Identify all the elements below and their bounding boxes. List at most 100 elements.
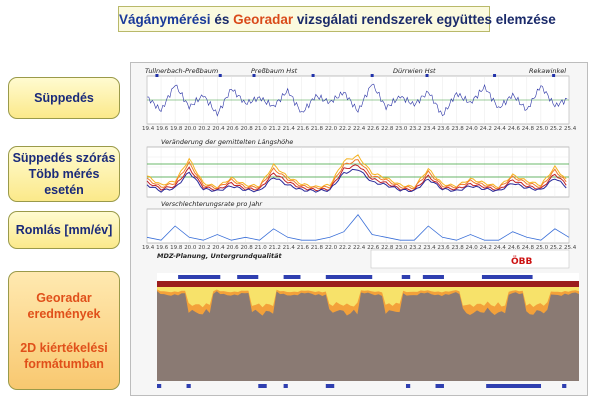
label-suppedes: Süppedés [8,77,120,119]
chart1-tick-label: 24.2 [480,126,492,132]
station-label: Tullnerbach-Preßbaum [145,67,218,75]
chart3-tick-label: 25.4 [564,245,577,251]
label-georadar: Georadar eredmények 2D kiértékelési form… [8,271,120,390]
gpr-top-marker [325,275,373,279]
gpr-yellow-layer [157,287,579,308]
chart1-tick-label: 25.0 [536,126,549,132]
chart1-tick-label: 19.6 [156,126,169,132]
gpr-title: MDZ-Planung, Untergrundqualität [157,252,282,260]
chart1-tick-label: 20.6 [226,126,239,132]
chart1-plot [147,83,568,117]
chart1-tick-label: 25.2 [550,126,562,132]
chart3-plot [146,214,570,241]
gpr-red-band [157,281,579,287]
station-label: Preßbaum Hst [251,67,298,75]
chart1-tick-label: 21.4 [283,126,296,132]
chart1-tick-label: 25.4 [564,126,577,132]
chart1-tick-label: 21.8 [311,126,324,132]
gpr-bottom-marker [562,384,567,388]
chart1-marker [155,74,159,77]
chart1-tick-label: 24.4 [494,126,507,132]
chart1-tick-label: 24.8 [522,126,535,132]
chart1-tick-label: 23.2 [409,126,421,132]
chart3-tick-label: 21.4 [283,245,296,251]
chart3-tick-label: 22.4 [353,245,366,251]
chart3-tick-label: 24.0 [466,245,479,251]
chart3-tick-label: 22.6 [367,245,380,251]
chart1-tick-label: 24.0 [466,126,479,132]
chart3-tick-label: 24.2 [480,245,492,251]
chart3-tick-label: 24.6 [508,245,521,251]
chart1-tick-label: 22.6 [367,126,380,132]
chart3-tick-label: 23.8 [451,245,464,251]
label-suppedes-szoras: Süppedés szórás Több mérés esetén [8,146,120,202]
chart1-marker [252,74,256,77]
chart3-tick-label: 20.8 [240,245,253,251]
chart1-tick-label: 22.8 [381,126,394,132]
gpr-bottom-marker [157,384,162,388]
chart3-tick-label: 25.0 [536,245,549,251]
gpr-top-marker [422,275,444,279]
chart3-tick-label: 24.4 [494,245,507,251]
chart-panel-svg: Tullnerbach-Preßbaum Preßbaum Hst Dürrwi… [142,67,579,388]
chart1-tick-label: 23.8 [451,126,464,132]
chart1-tick-label: 19.4 [142,126,155,132]
label-romlas: Romlás [mm/év] [8,211,120,249]
chart1-marker [493,74,497,77]
chart1-marker [218,74,222,77]
chart3-tick-label: 23.4 [423,245,436,251]
chart3-tick-label: 22.0 [325,245,338,251]
chart3-series-line [146,214,570,241]
gpr-bottom-marker [405,384,411,388]
chart1-marker [425,74,429,77]
gpr-bottom-markers [157,384,567,388]
chart3-tick-label: 23.6 [437,245,450,251]
chart3-tick-label: 20.2 [198,245,210,251]
chart3-tick-label: 20.0 [184,245,197,251]
chart3-tick-label: 21.8 [311,245,324,251]
chart1-tick-label: 20.2 [198,126,210,132]
chart2-series-line [146,154,567,189]
chart3-tick-label: 21.6 [297,245,310,251]
chart1-marker [552,74,556,77]
chart1-x-ticks: 19.4 19.6 19.8 20.0 20.2 20.4 20.6 20.8 21.0 21.2… [142,126,577,132]
gpr-bottom-marker [486,384,542,388]
gpr-top-marker [178,275,221,279]
chart3-tick-label: 20.6 [226,245,239,251]
chart1-tick-label: 23.0 [395,126,408,132]
chart1-marker [370,74,374,77]
chart3-tick-label: 19.8 [170,245,183,251]
chart1-tick-label: 24.6 [508,126,521,132]
chart1-tick-label: 20.4 [212,126,225,132]
chart3-tick-label: 22.8 [381,245,394,251]
chart1-tick-label: 19.8 [170,126,183,132]
chart3-tick-label: 19.6 [156,245,169,251]
chart2-plot [146,154,567,193]
chart2-grid [146,147,570,197]
chart1-tick-label: 21.0 [255,126,268,132]
station-label: Rekawinkel [529,67,566,75]
chart-panel: Tullnerbach-Preßbaum Preßbaum Hst Dürrwi… [130,62,588,396]
gpr-top-marker [401,275,411,279]
gpr-bottom-marker [283,384,288,388]
gpr-bottom-marker [258,384,267,388]
chart1-tick-label: 22.2 [339,126,351,132]
chart3-tick-label: 24.8 [522,245,535,251]
chart2-series-line [146,168,567,193]
chart3-title: Verschlechterungsrate pro Jahr [161,200,263,208]
chart1-tick-label: 22.0 [325,126,338,132]
gpr-bottom-marker [435,384,444,388]
chart1-tick-label: 20.0 [184,126,197,132]
gpr-top-markers [178,275,533,279]
chart3-tick-label: 21.0 [255,245,268,251]
obb-logo: ÖBB [511,256,533,267]
chart1-marker [311,74,315,77]
chart1-tick-label: 20.8 [240,126,253,132]
chart3-tick-label: 23.0 [395,245,408,251]
gpr-radargram [157,281,579,381]
chart1-tick-label: 23.6 [437,126,450,132]
chart1-grid [146,76,570,124]
chart1-tick-label: 22.4 [353,126,366,132]
chart3-tick-label: 19.4 [142,245,155,251]
gpr-top-marker [237,275,259,279]
